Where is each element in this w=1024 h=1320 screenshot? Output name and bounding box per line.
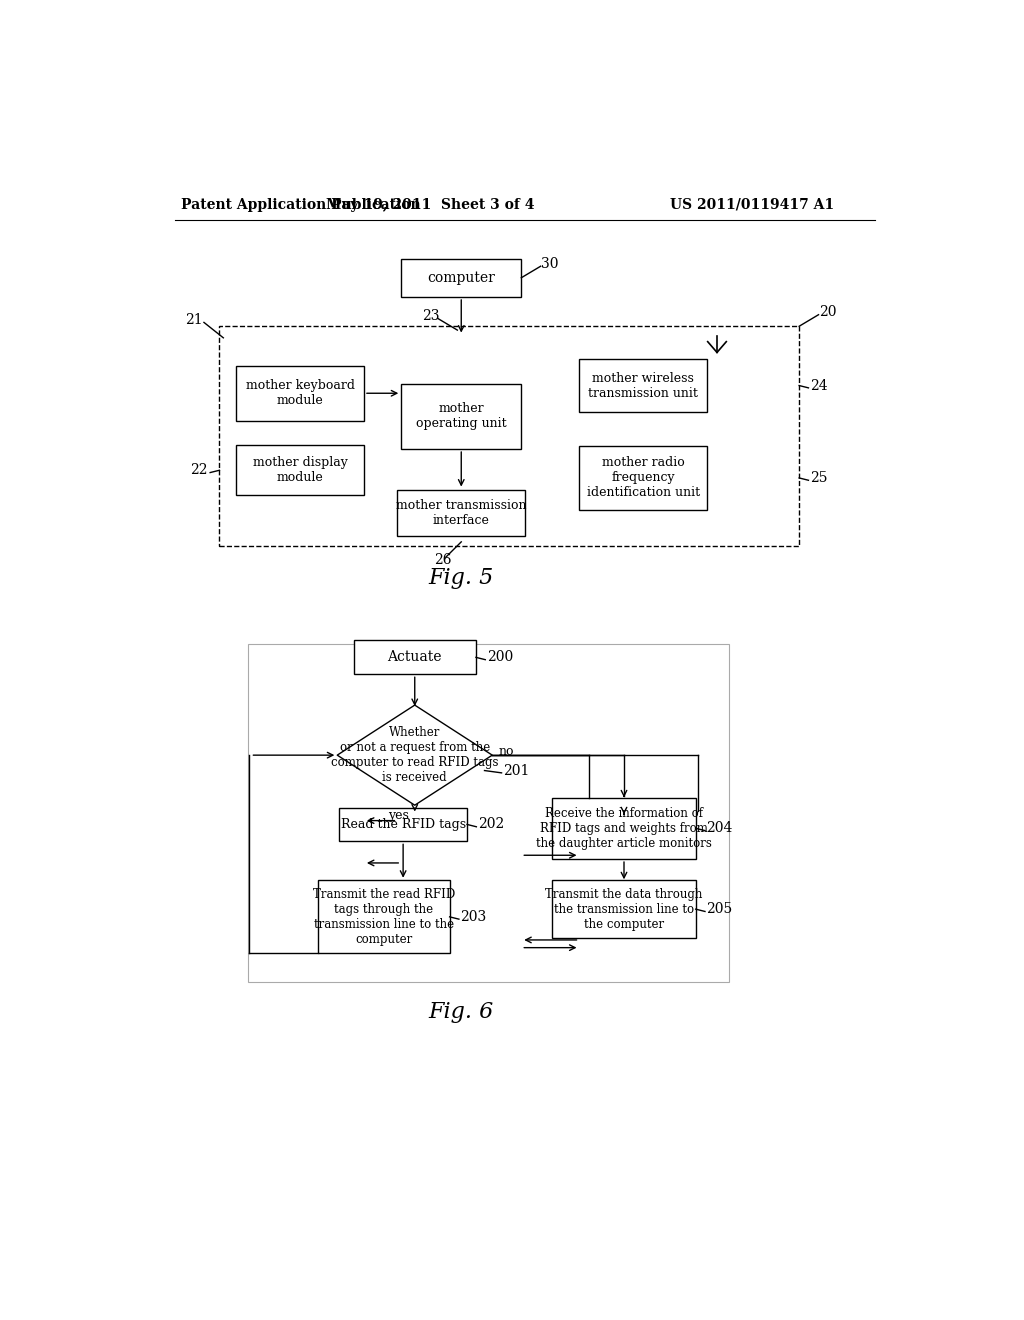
Text: 23: 23	[423, 309, 440, 323]
Text: Actuate: Actuate	[387, 651, 442, 664]
Bar	[219, 326, 799, 545]
Text: Receive the information of
RFID tags and weights from
the daughter article monit: Receive the information of RFID tags and…	[536, 807, 712, 850]
Bar	[552, 797, 695, 859]
Text: 22: 22	[190, 463, 208, 478]
Text: 24: 24	[810, 379, 827, 392]
Bar	[317, 880, 450, 953]
Text: Fig. 5: Fig. 5	[429, 568, 494, 589]
Text: computer: computer	[427, 271, 496, 285]
Text: Patent Application Publication: Patent Application Publication	[180, 198, 420, 211]
Text: Whether
or not a request from the
computer to read RFID tags
is received: Whether or not a request from the comput…	[331, 726, 499, 784]
Text: US 2011/0119417 A1: US 2011/0119417 A1	[671, 198, 835, 211]
Text: yes: yes	[388, 809, 409, 822]
Bar	[237, 445, 364, 495]
Text: 200: 200	[486, 651, 513, 664]
Bar	[401, 259, 521, 297]
Text: mother keyboard
module: mother keyboard module	[246, 379, 354, 408]
Text: 201: 201	[503, 763, 529, 777]
Text: Transmit the read RFID
tags through the
transmission line to the
computer: Transmit the read RFID tags through the …	[312, 888, 455, 946]
Text: Read the RFID tags: Read the RFID tags	[341, 818, 466, 832]
Text: 26: 26	[434, 553, 452, 566]
Text: mother display
module: mother display module	[253, 457, 347, 484]
Bar	[353, 640, 476, 675]
Text: 204: 204	[707, 821, 733, 836]
Text: 203: 203	[461, 909, 486, 924]
Bar	[248, 644, 729, 982]
Text: May 19, 2011  Sheet 3 of 4: May 19, 2011 Sheet 3 of 4	[326, 198, 535, 211]
Text: 25: 25	[810, 471, 827, 484]
Text: mother transmission
interface: mother transmission interface	[396, 499, 526, 527]
Text: 205: 205	[707, 902, 733, 916]
Text: mother radio
frequency
identification unit: mother radio frequency identification un…	[587, 457, 700, 499]
Text: 21: 21	[184, 313, 202, 327]
Bar	[552, 880, 695, 939]
Text: Transmit the data through
the transmission line to
the computer: Transmit the data through the transmissi…	[546, 887, 702, 931]
Text: Fig. 6: Fig. 6	[429, 1001, 494, 1023]
Text: 20: 20	[819, 305, 837, 319]
Bar	[339, 808, 467, 841]
Text: mother wireless
transmission unit: mother wireless transmission unit	[589, 371, 698, 400]
Bar	[580, 446, 708, 510]
Bar	[237, 366, 364, 421]
Bar	[401, 384, 521, 449]
Bar	[580, 359, 708, 412]
Text: 30: 30	[542, 257, 559, 271]
Text: mother
operating unit: mother operating unit	[416, 403, 507, 430]
Text: no: no	[499, 744, 514, 758]
Text: 202: 202	[478, 817, 504, 832]
Bar	[397, 490, 525, 536]
